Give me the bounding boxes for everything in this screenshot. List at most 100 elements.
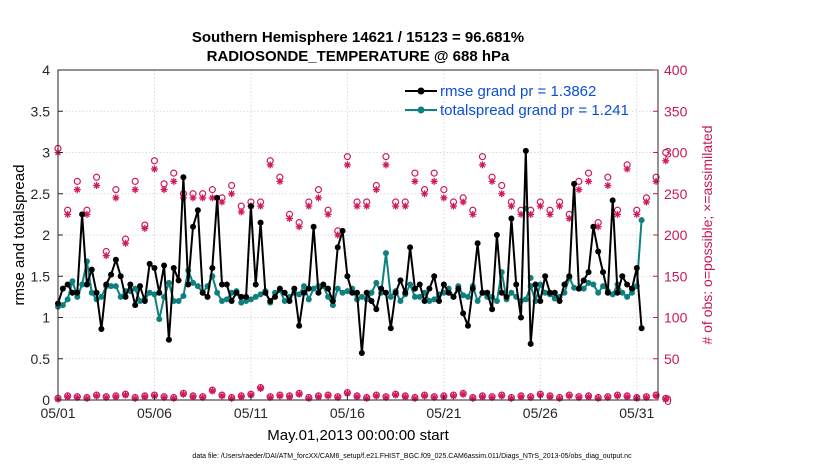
obs-assimilated-zero-point	[498, 392, 506, 400]
rmse-point	[132, 302, 139, 309]
obs-possible-point	[584, 169, 593, 177]
totalspread-point	[590, 281, 597, 288]
rmse-point	[291, 285, 298, 292]
obs-assimilated-point	[141, 224, 149, 232]
obs-possible-point	[314, 186, 323, 194]
rmse-point	[402, 289, 409, 296]
obs-assimilated-point	[478, 161, 486, 169]
obs-assimilated-point	[372, 186, 380, 194]
obs-assimilated-zero-point	[208, 387, 216, 395]
rmse-point	[161, 262, 168, 269]
rmse-point	[469, 285, 476, 292]
rmse-point	[214, 194, 221, 201]
obs-assimilated-zero-point	[305, 394, 313, 402]
y-tick-label-left: 0	[42, 392, 50, 408]
legend-spread-label: totalspread grand pr = 1.241	[440, 102, 629, 119]
y-tick-label-left: 1	[42, 310, 50, 326]
obs-assimilated-zero-point	[343, 389, 351, 397]
obs-assimilated-zero-point	[585, 393, 593, 401]
totalspread-point	[156, 316, 163, 323]
obs-assimilated-zero-point	[102, 394, 110, 402]
rmse-point	[127, 281, 134, 288]
obs-assimilated-zero-point	[276, 392, 284, 400]
obs-assimilated-zero-point	[73, 394, 81, 402]
obs-assimilated-zero-point	[228, 394, 236, 402]
obs-assimilated-zero-point	[517, 393, 525, 401]
obs-assimilated-zero-point	[546, 393, 554, 401]
y-tick-label-right: 150	[664, 268, 688, 284]
rmse-point	[638, 325, 645, 332]
rmse-point	[252, 281, 259, 288]
rmse-point	[440, 281, 447, 288]
totalspread-point	[585, 279, 592, 286]
totalspread-point	[117, 293, 124, 300]
totalspread-point	[238, 299, 245, 306]
obs-assimilated-point	[604, 182, 612, 189]
rmse-point	[624, 281, 631, 288]
rmse-point	[358, 349, 365, 356]
obs-assimilated-zero-point	[565, 392, 573, 400]
rmse-point	[305, 285, 312, 292]
obs-assimilated-point	[314, 194, 322, 202]
obs-assimilated-point	[343, 161, 351, 169]
obs-possible-point	[208, 186, 216, 194]
totalspread-point	[281, 298, 288, 304]
data-file-footer: data file: /Users/raeder/DAI/ATM_forcXX/…	[192, 453, 632, 460]
totalspread-point	[98, 293, 105, 300]
obs-assimilated-zero-point	[170, 394, 178, 402]
obs-assimilated-point	[527, 210, 535, 218]
totalspread-point	[600, 283, 607, 290]
totalspread-point	[214, 289, 221, 296]
rmse-point	[542, 273, 549, 280]
obs-assimilated-point	[208, 194, 216, 202]
rmse-point	[604, 289, 611, 296]
obs-assimilated-zero-point	[112, 393, 120, 401]
rmse-point	[117, 273, 124, 280]
rmse-point	[296, 322, 303, 329]
rmse-point	[93, 289, 100, 296]
y-tick-label-right: 350	[664, 103, 688, 119]
totalspread-point	[218, 298, 225, 304]
obs-assimilated-point	[83, 210, 91, 218]
obs-possible-point	[112, 186, 120, 194]
x-axis: 05/01 05/06 05/11 05/16 05/21 05/26 05/31	[40, 395, 655, 421]
rmse-point	[103, 281, 110, 288]
rmse-point	[518, 314, 525, 321]
obs-assimilated-point	[363, 202, 371, 210]
x-tick-label: 05/06	[137, 405, 172, 421]
plot-area	[58, 70, 658, 400]
rmse-point	[344, 273, 351, 280]
rmse-point	[223, 281, 230, 288]
rmse-point	[532, 281, 539, 288]
obs-assimilated-point	[585, 177, 593, 185]
rmse-point	[329, 298, 336, 304]
rmse-point	[363, 289, 370, 296]
obs-assimilated-zero-point	[421, 392, 429, 400]
legend-rmse-marker	[417, 87, 425, 95]
rmse-point	[320, 281, 327, 288]
y-tick-label-right: 100	[664, 310, 688, 326]
obs-assimilated-zero-point	[556, 394, 564, 402]
totalspread-point	[112, 283, 119, 290]
rmse-point	[489, 306, 496, 313]
rmse-point	[580, 277, 587, 284]
series-layer	[54, 144, 670, 403]
y-tick-label-right: 200	[664, 227, 688, 243]
rmse-point	[272, 293, 279, 300]
rmse-point	[628, 285, 635, 292]
obs-assimilated-zero-point	[286, 393, 294, 401]
rmse-point	[566, 273, 573, 280]
y-tick-label-right: 250	[664, 186, 688, 202]
obs-assimilated-point	[189, 194, 197, 202]
rmse-point	[397, 277, 404, 284]
obs-assimilated-point	[286, 215, 294, 222]
legend: rmse grand pr = 1.3862 totalspread grand…	[405, 83, 629, 119]
obs-assimilated-zero-point	[83, 394, 91, 402]
rmse-point	[194, 207, 201, 214]
rmse-point	[354, 289, 361, 296]
obs-possible-point	[575, 177, 583, 185]
totalspread-point	[108, 283, 115, 290]
obs-assimilated-point	[517, 210, 525, 218]
totalspread-point	[79, 281, 86, 288]
rmse-point	[310, 223, 317, 230]
